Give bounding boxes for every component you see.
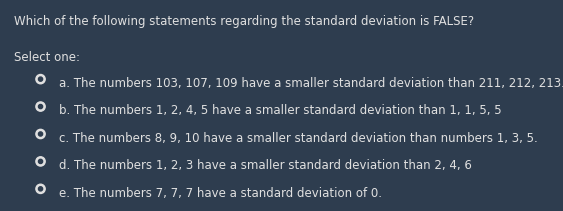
Text: b. The numbers 1, 2, 4, 5 have a smaller standard deviation than 1, 1, 5, 5: b. The numbers 1, 2, 4, 5 have a smaller… — [59, 104, 502, 118]
Text: a. The numbers 103, 107, 109 have a smaller standard deviation than 211, 212, 21: a. The numbers 103, 107, 109 have a smal… — [59, 77, 563, 90]
Text: e. The numbers 7, 7, 7 have a standard deviation of 0.: e. The numbers 7, 7, 7 have a standard d… — [59, 187, 382, 200]
Text: c. The numbers 8, 9, 10 have a smaller standard deviation than numbers 1, 3, 5.: c. The numbers 8, 9, 10 have a smaller s… — [59, 132, 538, 145]
Text: Which of the following statements regarding the standard deviation is FALSE?: Which of the following statements regard… — [14, 15, 474, 28]
Text: d. The numbers 1, 2, 3 have a smaller standard deviation than 2, 4, 6: d. The numbers 1, 2, 3 have a smaller st… — [59, 159, 472, 172]
Text: Select one:: Select one: — [14, 51, 80, 64]
